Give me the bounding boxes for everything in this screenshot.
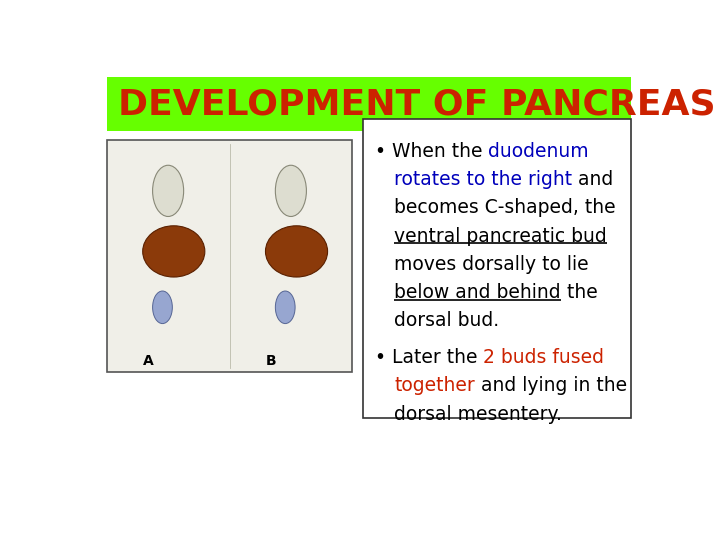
FancyBboxPatch shape (107, 140, 352, 373)
Text: below and behind: below and behind (394, 283, 561, 302)
Ellipse shape (143, 226, 204, 277)
Text: DEVELOPMENT OF PANCREAS: DEVELOPMENT OF PANCREAS (118, 87, 716, 122)
Text: When the: When the (392, 141, 488, 161)
Text: moves dorsally to lie: moves dorsally to lie (394, 255, 589, 274)
Text: duodenum: duodenum (488, 141, 589, 161)
Ellipse shape (275, 291, 295, 323)
Text: •: • (374, 348, 392, 367)
Text: A: A (143, 354, 153, 368)
Text: together: together (394, 376, 475, 395)
Text: rotates to the right: rotates to the right (394, 170, 572, 189)
Text: dorsal bud.: dorsal bud. (394, 312, 499, 330)
Text: B: B (266, 354, 276, 368)
Text: 2 buds fused: 2 buds fused (483, 348, 604, 367)
Ellipse shape (153, 165, 184, 217)
Text: the: the (561, 283, 598, 302)
Ellipse shape (266, 226, 328, 277)
Text: and lying in the: and lying in the (475, 376, 627, 395)
Text: becomes C-shaped, the: becomes C-shaped, the (394, 198, 616, 217)
Ellipse shape (153, 291, 172, 323)
FancyBboxPatch shape (364, 119, 631, 418)
FancyBboxPatch shape (107, 77, 631, 131)
Text: •: • (374, 141, 392, 161)
Text: Later the: Later the (392, 348, 483, 367)
Text: and: and (572, 170, 613, 189)
Ellipse shape (275, 165, 307, 217)
Text: ventral pancreatic bud: ventral pancreatic bud (394, 227, 607, 246)
Text: dorsal mesentery.: dorsal mesentery. (394, 404, 562, 423)
